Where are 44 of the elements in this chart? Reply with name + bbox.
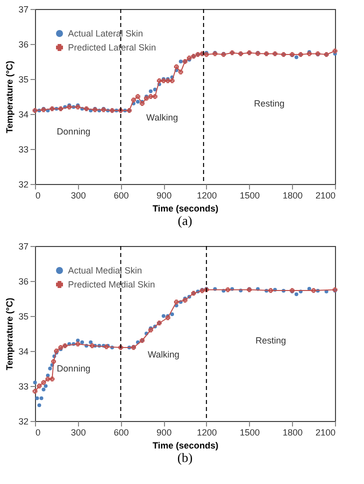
y-tick-label: 36 (18, 276, 28, 286)
x-tick-label: 900 (156, 190, 172, 200)
annotation: Walking (146, 112, 178, 122)
x-tick-label: 1200 (196, 428, 217, 438)
annotation: Walking (148, 350, 180, 360)
legend-label: Predicted Medial Skin (68, 280, 156, 290)
x-tick-label: 300 (70, 428, 86, 438)
text: (b) (177, 450, 193, 465)
x-axis-title: Time (seconds) (152, 204, 218, 214)
y-tick-label: 32 (18, 180, 28, 190)
x-tick-label: 1500 (240, 190, 260, 200)
y-tick-label: 36 (18, 40, 28, 50)
x-tick-label: 1200 (196, 190, 217, 200)
annotation: Resting (255, 336, 286, 346)
y-tick-label: 34 (18, 346, 28, 356)
y-axis-title: Temperature (°C) (4, 60, 14, 134)
legend-label: Predicted Lateral Skin (68, 42, 156, 52)
y-axis-title: Temperature (°C) (4, 298, 14, 370)
x-tick-label: 1800 (282, 190, 303, 200)
legend-label: Actual Lateral Skin (68, 28, 144, 38)
text: (a) (178, 213, 192, 228)
y-tick-label: 33 (18, 144, 28, 154)
x-tick-label: 900 (156, 428, 172, 438)
y-tick-label: 34 (18, 110, 28, 120)
y-tick-label: 37 (18, 242, 28, 252)
x-tick-label: 0 (36, 428, 41, 438)
y-tick-label: 35 (18, 74, 28, 84)
annotation: Donning (56, 364, 90, 374)
x-tick-label: 1800 (282, 428, 303, 438)
x-tick-label: 0 (36, 190, 41, 200)
x-tick-label: 2100 (315, 190, 336, 200)
y-tick-label: 35 (18, 312, 28, 322)
annotation: Donning (56, 126, 90, 136)
x-tick-label: 1500 (240, 428, 260, 438)
legend-label: Actual Medial Skin (68, 266, 142, 276)
y-tick-label: 32 (18, 416, 28, 426)
x-tick-label: 600 (114, 190, 129, 200)
x-tick-label: 600 (114, 428, 129, 438)
x-tick-label: 300 (70, 190, 86, 200)
y-tick-label: 37 (18, 4, 28, 14)
y-tick-label: 33 (18, 382, 28, 392)
x-axis-title: Time (seconds) (152, 440, 218, 450)
annotation: Resting (254, 98, 285, 108)
x-tick-label: 2100 (315, 428, 336, 438)
